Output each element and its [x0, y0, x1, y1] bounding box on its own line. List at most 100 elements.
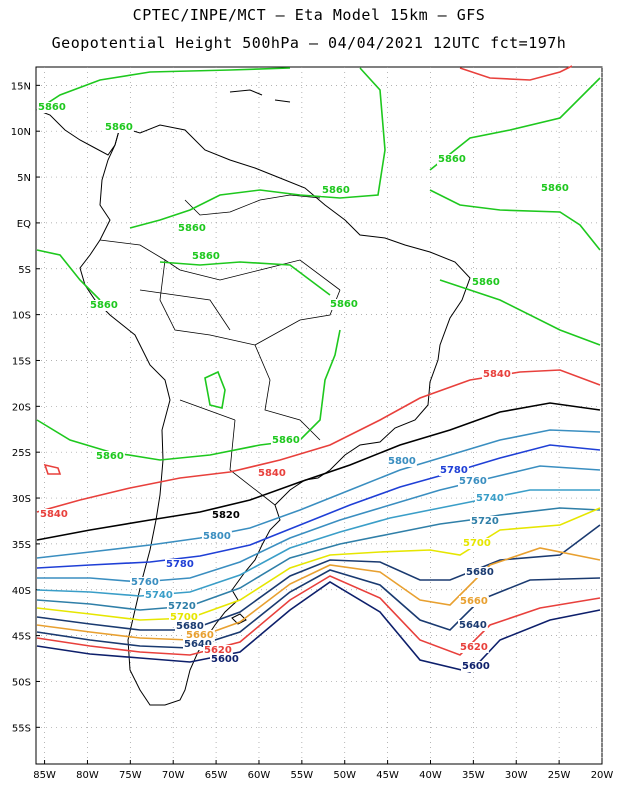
- contour-label-background: [165, 559, 195, 570]
- contour-5820: [36, 402, 601, 541]
- contour-label: 5840: [40, 509, 68, 520]
- contour-label-background: [461, 661, 491, 672]
- longitude-label: 85W: [33, 770, 56, 781]
- longitude-label: 80W: [76, 770, 99, 781]
- contour-label: 5760: [131, 577, 159, 588]
- contour-5600: [36, 581, 601, 673]
- contour-label: 5600: [211, 654, 239, 665]
- contour-label: 5680: [466, 567, 494, 578]
- latitude-label: 30S: [12, 494, 31, 505]
- contour-label-background: [459, 596, 489, 607]
- contour-label-background: [130, 577, 160, 588]
- contour-label: 5860: [192, 251, 220, 262]
- contour-label-background: [271, 435, 301, 446]
- contour-label-background: [437, 154, 467, 165]
- longitude-label: 55W: [291, 770, 314, 781]
- contour-label: 5760: [459, 476, 487, 487]
- contour-label: 5600: [462, 661, 490, 672]
- contour-label: 5860: [90, 300, 118, 311]
- geopotential-contours: [36, 65, 601, 673]
- contour-label-background: [482, 369, 512, 380]
- contour-label: 5860: [322, 185, 350, 196]
- contour-label-background: [183, 639, 213, 650]
- contour-label: 5840: [483, 369, 511, 380]
- latitude-labels: 15N 10N 5N EQ 5S 10S 15S 20S 25S 30S 35S 40S 45S 50S 5…: [11, 81, 31, 734]
- contour-label-background: [191, 251, 221, 262]
- contour-label-background: [89, 300, 119, 311]
- contour-labels: 5860 5860 5860 5860 5860 5860 5860 5860 …: [37, 102, 570, 672]
- contour-label: 5680: [176, 621, 204, 632]
- contour-label: 5640: [184, 639, 212, 650]
- contour-5720: [36, 507, 601, 611]
- contour-5840-loop: [43, 463, 62, 475]
- contour-label: 5860: [105, 122, 133, 133]
- latitude-label: 5N: [17, 173, 31, 184]
- contour-label: 5860: [38, 102, 66, 113]
- contour-label-background: [210, 654, 240, 665]
- contour-label-background: [257, 468, 287, 479]
- latitude-label: 45S: [12, 632, 31, 643]
- falkland-islands: [231, 613, 247, 625]
- contour-label: 5800: [388, 456, 416, 467]
- contour-label-background: [471, 277, 501, 288]
- contour-label: 5700: [463, 538, 491, 549]
- contour-5620: [36, 575, 601, 656]
- contour-label-background: [177, 223, 207, 234]
- contour-5860-east: [439, 279, 601, 346]
- contour-label-background: [104, 122, 134, 133]
- contour-label-background: [387, 456, 417, 467]
- contour-label: 5780: [440, 465, 468, 476]
- longitude-labels: 85W 80W 75W 70W 65W 60W 55W 50W 45W 40W 35W 30W 25W 2…: [33, 770, 613, 781]
- contour-label: 5660: [186, 630, 214, 641]
- contour-label: 5860: [96, 451, 124, 462]
- latitude-label: 15N: [11, 81, 31, 92]
- longitude-label: 60W: [248, 770, 271, 781]
- contour-label-background: [95, 451, 125, 462]
- contour-label-background: [470, 516, 500, 527]
- latitude-label: EQ: [17, 219, 31, 230]
- contour-label-background: [169, 612, 199, 623]
- contour-label: 5860: [330, 299, 358, 310]
- contour-5860-south: [36, 189, 601, 461]
- contour-label-background: [540, 183, 570, 194]
- map-frame: [35, 66, 603, 765]
- latitude-label: 10S: [12, 311, 31, 322]
- contour-5800: [36, 429, 601, 559]
- contour-label-background: [465, 567, 495, 578]
- contour-label-background: [459, 642, 489, 653]
- longitude-label: 70W: [162, 770, 185, 781]
- longitude-label: 50W: [333, 770, 356, 781]
- contour-label-background: [321, 185, 351, 196]
- contour-label: 5780: [166, 559, 194, 570]
- national-borders: [99, 194, 341, 506]
- contour-label-background: [202, 531, 232, 542]
- contour-label: 5860: [178, 223, 206, 234]
- longitude-label: 75W: [119, 770, 142, 781]
- contour-label: 5820: [212, 510, 240, 521]
- contour-5840: [36, 65, 601, 513]
- contour-5700: [36, 507, 601, 621]
- longitude-label: 25W: [548, 770, 571, 781]
- contour-label-background: [211, 510, 241, 521]
- contour-label-background: [329, 299, 359, 310]
- contour-label-background: [458, 620, 488, 631]
- contour-label-background: [439, 465, 469, 476]
- contour-label: 5860: [541, 183, 569, 194]
- contour-label: 5700: [170, 612, 198, 623]
- contour-label: 5660: [460, 596, 488, 607]
- contour-label-background: [458, 476, 488, 487]
- central-america-coastline: [36, 109, 121, 156]
- map-title-line2: Geopotential Height 500hPa – 04/04/2021 …: [51, 34, 567, 52]
- contour-label-background: [175, 621, 205, 632]
- contour-label: 5740: [476, 493, 504, 504]
- latitude-label: 15S: [12, 356, 31, 367]
- contour-label: 5620: [460, 642, 488, 653]
- longitude-label: 35W: [462, 770, 485, 781]
- latitude-label: 20S: [12, 402, 31, 413]
- contour-5660: [36, 547, 601, 641]
- contour-5680: [36, 524, 601, 631]
- contour-label: 5740: [145, 590, 173, 601]
- contour-label-background: [167, 601, 197, 612]
- contour-label-background: [37, 102, 67, 113]
